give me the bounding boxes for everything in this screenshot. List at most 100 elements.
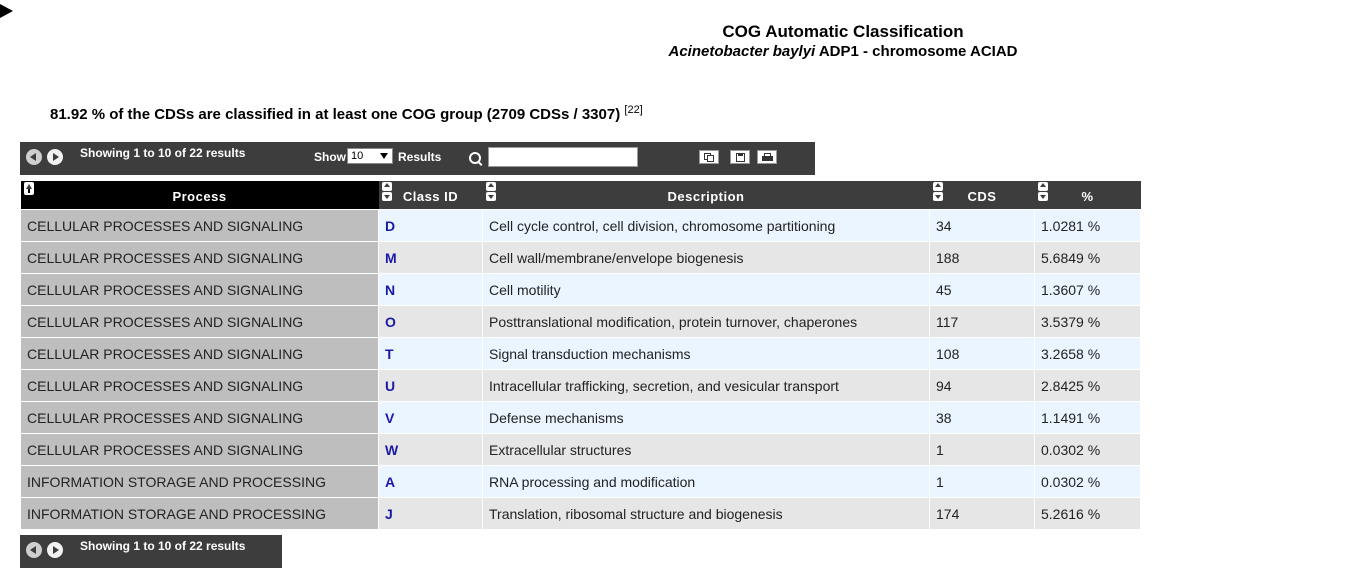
search-icon — [469, 152, 481, 164]
percent-cell: 5.6849 % — [1034, 241, 1141, 274]
copy-icon-front — [707, 155, 714, 162]
summary-text: 81.92 % of the CDSs are classified in at… — [50, 106, 621, 123]
column-label-cds: CDS — [967, 189, 997, 204]
class-id-link[interactable]: O — [378, 305, 483, 338]
sort-icon[interactable] — [1037, 182, 1048, 201]
sort-ascending-icon[interactable] — [23, 182, 34, 201]
process-cell: CELLULAR PROCESSES AND SIGNALING — [20, 401, 379, 434]
species-name: Acinetobacter baylyi — [668, 43, 816, 60]
next-page-icon[interactable] — [47, 149, 63, 165]
table-row: CELLULAR PROCESSES AND SIGNALING M Cell … — [20, 241, 1141, 274]
column-label-process: Process — [172, 189, 227, 204]
description-cell: Intracellular trafficking, secretion, an… — [482, 369, 930, 402]
percent-cell: 3.2658 % — [1034, 337, 1141, 370]
cds-cell: 1 — [929, 465, 1035, 498]
cds-cell: 174 — [929, 497, 1035, 530]
copy-button[interactable] — [699, 150, 719, 164]
description-cell: Translation, ribosomal structure and bio… — [482, 497, 930, 530]
expand-arrow-icon[interactable] — [0, 4, 13, 18]
show-label: Show — [314, 150, 346, 164]
description-cell: Cell motility — [482, 273, 930, 306]
table-toolbar-bottom: Showing 1 to 10 of 22 results — [20, 535, 282, 568]
table-row: CELLULAR PROCESSES AND SIGNALING W Extra… — [20, 433, 1141, 466]
description-cell: Posttranslational modification, protein … — [482, 305, 930, 338]
percent-cell: 3.5379 % — [1034, 305, 1141, 338]
sort-icon[interactable] — [381, 182, 392, 201]
description-cell: Defense mechanisms — [482, 401, 930, 434]
table-row: CELLULAR PROCESSES AND SIGNALING O Postt… — [20, 305, 1141, 338]
page-subtitle: Acinetobacter baylyi ADP1 - chromosome A… — [640, 42, 1046, 61]
column-header-cds[interactable]: CDS — [929, 181, 1035, 210]
results-count: Showing 1 to 10 of 22 results — [80, 146, 246, 160]
percent-cell: 2.8425 % — [1034, 369, 1141, 402]
search-input[interactable] — [488, 147, 638, 167]
previous-page-icon[interactable] — [26, 542, 42, 558]
table-row: INFORMATION STORAGE AND PROCESSING J Tra… — [20, 497, 1141, 530]
class-id-link[interactable]: U — [378, 369, 483, 402]
cds-cell: 34 — [929, 209, 1035, 242]
cds-cell: 117 — [929, 305, 1035, 338]
results-label: Results — [398, 150, 442, 164]
percent-cell: 1.1491 % — [1034, 401, 1141, 434]
column-header-process[interactable]: Process — [20, 181, 379, 210]
next-page-icon[interactable] — [47, 542, 63, 558]
cds-cell: 188 — [929, 241, 1035, 274]
sort-icon[interactable] — [485, 182, 496, 201]
table-row: INFORMATION STORAGE AND PROCESSING A RNA… — [20, 465, 1141, 498]
column-header-percent[interactable]: % — [1034, 181, 1141, 210]
cds-cell: 38 — [929, 401, 1035, 434]
class-id-link[interactable]: N — [378, 273, 483, 306]
table-toolbar-top: Showing 1 to 10 of 22 results Show 10 Re… — [20, 142, 815, 175]
print-icon-paper — [764, 153, 771, 157]
sort-icon[interactable] — [932, 182, 943, 201]
cds-cell: 108 — [929, 337, 1035, 370]
table-row: CELLULAR PROCESSES AND SIGNALING V Defen… — [20, 401, 1141, 434]
print-button[interactable] — [757, 150, 777, 164]
class-id-link[interactable]: J — [378, 497, 483, 530]
description-cell: Cell cycle control, cell division, chrom… — [482, 209, 930, 242]
class-id-link[interactable]: M — [378, 241, 483, 274]
save-button[interactable] — [730, 150, 750, 164]
results-count: Showing 1 to 10 of 22 results — [80, 539, 246, 553]
table-row: CELLULAR PROCESSES AND SIGNALING D Cell … — [20, 209, 1141, 242]
percent-cell: 5.2616 % — [1034, 497, 1141, 530]
cds-cell: 94 — [929, 369, 1035, 402]
classification-summary: 81.92 % of the CDSs are classified in at… — [50, 104, 643, 123]
summary-reference[interactable]: [22] — [624, 104, 643, 116]
class-id-link[interactable]: T — [378, 337, 483, 370]
class-id-link[interactable]: W — [378, 433, 483, 466]
column-header-description[interactable]: Description — [482, 181, 930, 210]
previous-page-icon[interactable] — [26, 149, 42, 165]
class-id-link[interactable]: D — [378, 209, 483, 242]
percent-cell: 1.0281 % — [1034, 209, 1141, 242]
page-size-select[interactable]: 10 — [347, 148, 393, 164]
cds-cell: 45 — [929, 273, 1035, 306]
column-label-class-id: Class ID — [402, 189, 459, 204]
class-id-link[interactable]: A — [378, 465, 483, 498]
cog-table: Process Class ID Description CDS % CELLU… — [20, 181, 1141, 530]
table-row: CELLULAR PROCESSES AND SIGNALING N Cell … — [20, 273, 1141, 306]
column-header-class-id[interactable]: Class ID — [378, 181, 483, 210]
process-cell: CELLULAR PROCESSES AND SIGNALING — [20, 369, 379, 402]
save-icon-shutter — [738, 153, 743, 156]
description-cell: Cell wall/membrane/envelope biogenesis — [482, 241, 930, 274]
column-label-percent: % — [1081, 189, 1094, 204]
table-row: CELLULAR PROCESSES AND SIGNALING U Intra… — [20, 369, 1141, 402]
column-label-description: Description — [667, 189, 745, 204]
process-cell: INFORMATION STORAGE AND PROCESSING — [20, 465, 379, 498]
process-cell: CELLULAR PROCESSES AND SIGNALING — [20, 209, 379, 242]
process-cell: CELLULAR PROCESSES AND SIGNALING — [20, 273, 379, 306]
class-id-link[interactable]: V — [378, 401, 483, 434]
page-size-value: 10 — [351, 150, 364, 162]
description-cell: RNA processing and modification — [482, 465, 930, 498]
page-header: COG Automatic Classification Acinetobact… — [640, 22, 1046, 61]
cds-cell: 1 — [929, 433, 1035, 466]
chevron-down-icon — [380, 153, 388, 159]
process-cell: INFORMATION STORAGE AND PROCESSING — [20, 497, 379, 530]
description-cell: Signal transduction mechanisms — [482, 337, 930, 370]
page-title: COG Automatic Classification — [722, 22, 964, 41]
process-cell: CELLULAR PROCESSES AND SIGNALING — [20, 433, 379, 466]
table-header-row: Process Class ID Description CDS % — [20, 181, 1141, 210]
percent-cell: 0.0302 % — [1034, 433, 1141, 466]
percent-cell: 0.0302 % — [1034, 465, 1141, 498]
